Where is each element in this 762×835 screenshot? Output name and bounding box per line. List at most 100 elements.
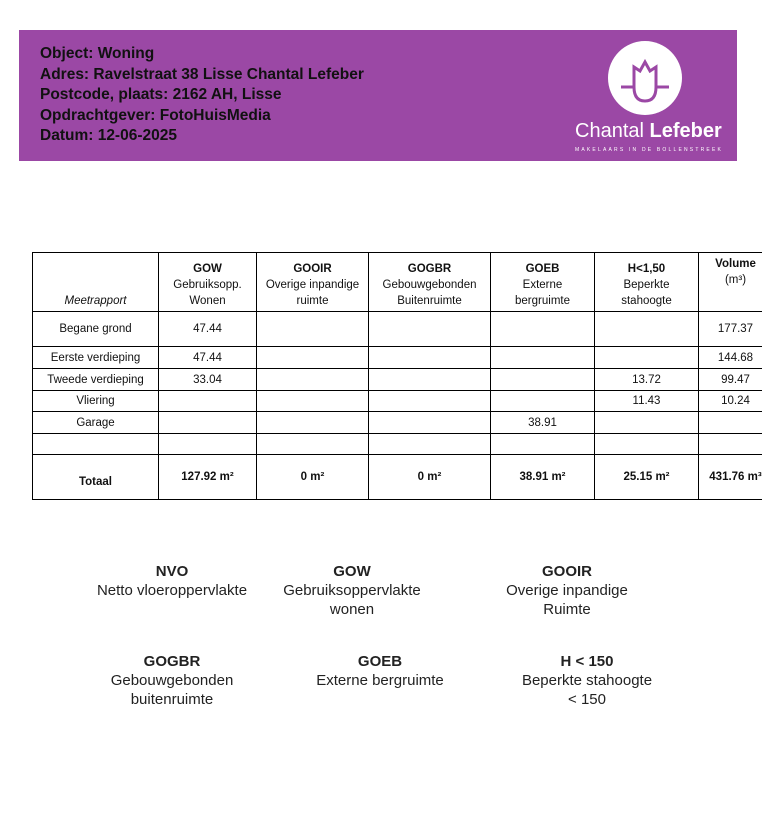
legend-desc: buitenruimte bbox=[130, 691, 214, 708]
total-cell: 0 m² bbox=[368, 454, 491, 500]
total-cell: 431.76 m³ bbox=[698, 454, 762, 500]
legend-desc: Overige inpandige bbox=[506, 582, 628, 599]
column-code: GOW bbox=[193, 263, 222, 275]
legend-desc: Externe bergruimte bbox=[316, 672, 444, 689]
table-cell bbox=[594, 411, 699, 434]
column-desc: ruimte bbox=[296, 295, 329, 307]
row-label bbox=[32, 433, 159, 455]
table-cell bbox=[594, 311, 699, 347]
column-header: GOGBR Gebouwgebonden Buitenruimte bbox=[368, 252, 491, 312]
legend-desc: Beperkte stahoogte bbox=[521, 672, 653, 689]
legend-code: H < 150 bbox=[560, 653, 614, 670]
column-desc: Beperkte bbox=[623, 279, 670, 291]
table-cell bbox=[490, 390, 595, 412]
column-desc: Gebouwgebonden bbox=[382, 279, 477, 291]
legend-desc: < 150 bbox=[568, 691, 606, 708]
table-cell: 11.43 bbox=[594, 390, 699, 412]
legend-code: NVO bbox=[155, 563, 189, 580]
table-cell bbox=[594, 433, 699, 455]
column-code: H<1,50 bbox=[627, 263, 666, 275]
legend-code: GOOIR bbox=[541, 563, 592, 580]
column-header: GOEB Externe bergruimte bbox=[490, 252, 595, 312]
postcode-line: Postcode, plaats: 2162 AH, Lisse bbox=[40, 86, 282, 103]
table-cell bbox=[256, 390, 369, 412]
table-cell: 13.72 bbox=[594, 368, 699, 391]
table-cell bbox=[256, 433, 369, 455]
table-row: Vliering 11.43 10.24 bbox=[32, 390, 762, 412]
legend-desc: Gebruiksoppervlakte bbox=[283, 582, 421, 599]
column-desc: (m³) bbox=[724, 274, 747, 286]
date-line: Datum: 12-06-2025 bbox=[40, 127, 177, 144]
company-logo: Chantal Lefeber MAKELAARS IN DE BOLLENST… bbox=[575, 40, 722, 153]
table-cell bbox=[698, 433, 762, 455]
header-banner: Object: Woning Adres: Ravelstraat 38 Lis… bbox=[19, 30, 737, 161]
legend-item: H < 150 Beperkte stahoogte < 150 bbox=[487, 652, 687, 709]
legend-item: GOW Gebruiksoppervlakte wonen bbox=[252, 562, 452, 619]
table-cell: 10.24 bbox=[698, 390, 762, 412]
table-cell: 33.04 bbox=[158, 368, 257, 391]
table-cell bbox=[490, 368, 595, 391]
object-line: Object: Woning bbox=[40, 45, 155, 62]
address-line: Adres: Ravelstraat 38 Lisse Chantal Lefe… bbox=[40, 65, 364, 83]
legend-item: GOGBR Gebouwgebonden buitenruimte bbox=[72, 652, 272, 709]
table-cell: 47.44 bbox=[158, 346, 257, 369]
measurement-table: Meetrapport GOW Gebruiksopp. Wonen GOOIR Ove… bbox=[32, 252, 762, 500]
table-row: Tweede verdieping 33.04 13.72 99.47 bbox=[32, 368, 762, 391]
table-cell: 144.68 bbox=[698, 346, 762, 369]
table-cell bbox=[256, 368, 369, 391]
column-code: GOEB bbox=[525, 263, 560, 275]
total-label: Totaal bbox=[32, 454, 159, 500]
logo-brand: Chantal Lefeber bbox=[575, 120, 722, 142]
table-cell bbox=[490, 433, 595, 455]
table-cell bbox=[594, 346, 699, 369]
legend-item: NVO Netto vloeroppervlakte bbox=[72, 562, 272, 600]
column-desc: Overige inpandige bbox=[265, 279, 360, 291]
total-row: Totaal 127.92 m² 0 m² 0 m² 38.91 m² 25.15 m² 4… bbox=[32, 454, 762, 500]
legend-desc: Netto vloeroppervlakte bbox=[96, 582, 248, 599]
legend-item: GOOIR Overige inpandige Ruimte bbox=[467, 562, 667, 619]
table-header-row: Meetrapport GOW Gebruiksopp. Wonen GOOIR Ove… bbox=[32, 252, 762, 312]
table-cell bbox=[256, 346, 369, 369]
legend-desc: Gebouwgebonden bbox=[110, 672, 234, 689]
table-cell bbox=[368, 311, 491, 347]
legend-desc: wonen bbox=[329, 601, 375, 618]
column-header: Volume (m³) bbox=[698, 252, 762, 312]
client-line: Opdrachtgever: FotoHuisMedia bbox=[40, 106, 271, 124]
table-cell bbox=[256, 411, 369, 434]
row-label: Eerste verdieping bbox=[32, 346, 159, 369]
table-cell bbox=[490, 346, 595, 369]
table-cell bbox=[256, 311, 369, 347]
legend-code: GOGBR bbox=[143, 653, 201, 670]
table-row: Eerste verdieping 47.44 144.68 bbox=[32, 346, 762, 369]
table-cell bbox=[698, 411, 762, 434]
table-cell bbox=[368, 433, 491, 455]
table-cell bbox=[158, 433, 257, 455]
column-desc: Externe bbox=[522, 279, 563, 291]
legend-desc: Ruimte bbox=[543, 601, 591, 618]
row-label: Begane grond bbox=[32, 311, 159, 347]
total-cell: 0 m² bbox=[256, 454, 369, 500]
table-cell bbox=[158, 390, 257, 412]
object-info: Object: Woning Adres: Ravelstraat 38 Lis… bbox=[40, 44, 364, 147]
column-desc: Gebruiksopp. bbox=[173, 279, 242, 291]
total-cell: 38.91 m² bbox=[490, 454, 595, 500]
table-cell: 99.47 bbox=[698, 368, 762, 391]
table-cell bbox=[368, 411, 491, 434]
column-header: H<1,50 Beperkte stahoogte bbox=[594, 252, 699, 312]
table-cell: 38.91 bbox=[490, 411, 595, 434]
column-header: GOOIR Overige inpandige ruimte bbox=[256, 252, 369, 312]
table-cell: 47.44 bbox=[158, 311, 257, 347]
table-row: Begane grond 47.44 177.37 bbox=[32, 311, 762, 347]
row-label: Garage bbox=[32, 411, 159, 434]
column-desc: Buitenruimte bbox=[397, 295, 462, 307]
column-code: GOOIR bbox=[293, 263, 332, 275]
column-desc: Wonen bbox=[189, 295, 226, 307]
table-cell: 177.37 bbox=[698, 311, 762, 347]
column-desc: bergruimte bbox=[515, 295, 570, 307]
column-header: GOW Gebruiksopp. Wonen bbox=[158, 252, 257, 312]
row-label: Vliering bbox=[32, 390, 159, 412]
column-desc: stahoogte bbox=[621, 295, 672, 307]
total-cell: 127.92 m² bbox=[158, 454, 257, 500]
table-cell bbox=[368, 346, 491, 369]
table-cell bbox=[368, 390, 491, 412]
